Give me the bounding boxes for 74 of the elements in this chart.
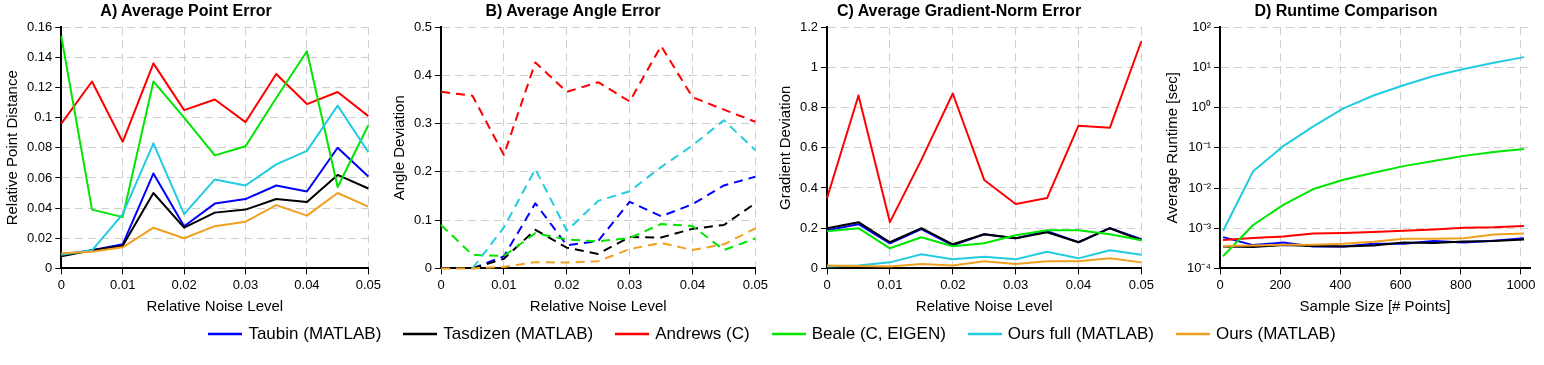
x-tick-label: 0.01	[110, 276, 136, 292]
x-tick-label: 0.05	[1129, 276, 1155, 292]
x-tick-label: 0.05	[742, 276, 768, 292]
line-series	[439, 223, 757, 257]
y-tick-label: 0.1	[34, 109, 53, 125]
x-tick-label: 0	[1216, 276, 1224, 292]
x-tick-label: 0.02	[553, 276, 580, 292]
y-tick-label: 1.2	[800, 18, 819, 34]
chart-title: A) Average Point Error	[100, 2, 272, 20]
chart-title: C) Average Gradient-Norm Error	[837, 2, 1082, 20]
y-tick-label: 0.1	[413, 211, 432, 227]
y-tick-label: 0.2	[413, 163, 432, 179]
y-axis-title: Relative Point Distance	[3, 70, 21, 226]
y-axis-title: Gradient Deviation	[776, 85, 794, 210]
legend-label: Taubin (MATLAB)	[248, 324, 382, 344]
x-tick-label: 0.03	[232, 276, 259, 292]
x-tick-label: 0	[437, 276, 445, 292]
y-axis-title: Angle Deviation	[389, 95, 407, 201]
y-tick-label: 10¹	[1192, 58, 1212, 74]
x-tick-label: 0	[57, 276, 65, 292]
y-tick-label: 10⁻⁴	[1186, 259, 1212, 275]
x-tick-label: 600	[1389, 276, 1412, 292]
y-tick-label: 0.6	[800, 139, 819, 155]
y-tick-label: 0.02	[26, 229, 53, 245]
y-tick-label: 0.4	[413, 67, 432, 83]
y-axis-title: Average Runtime [sec]	[1163, 72, 1181, 224]
y-tick-label: 0.3	[413, 115, 432, 131]
y-tick-label: 10²	[1192, 18, 1212, 34]
y-tick-label: 0.14	[26, 48, 53, 64]
line-series	[471, 119, 757, 270]
y-tick-label: 0.06	[26, 169, 53, 185]
legend-label: Andrews (C)	[655, 324, 750, 344]
y-tick-label: 0	[45, 259, 53, 275]
y-tick-label: 10⁻²	[1188, 179, 1212, 195]
y-tick-label: 0.08	[26, 139, 53, 155]
x-tick-label: 0.03	[616, 276, 642, 292]
x-tick-label: 200	[1269, 276, 1292, 292]
y-tick-label: 0.2	[800, 219, 819, 235]
x-axis-title: Sample Size [# Points]	[1299, 297, 1451, 315]
y-tick-label: 0.8	[800, 99, 819, 115]
y-tick-label: 0.04	[26, 199, 53, 215]
legend-label: Tasdizen (MATLAB)	[443, 324, 594, 344]
y-tick-label: 10⁻¹	[1188, 139, 1212, 155]
y-tick-label: 0.4	[800, 179, 819, 195]
x-axis-title: Relative Noise Level	[529, 297, 667, 315]
x-tick-label: 0.01	[490, 276, 517, 292]
x-tick-label: 0.04	[1066, 276, 1092, 292]
y-tick-label: 10⁻³	[1188, 219, 1212, 235]
x-tick-label: 0.02	[940, 276, 966, 292]
y-tick-label: 0.12	[26, 79, 53, 95]
x-tick-label: 0	[823, 276, 831, 292]
x-tick-label: 0.04	[294, 276, 320, 292]
x-axis-title: Relative Noise Level	[146, 297, 284, 315]
x-tick-label: 800	[1449, 276, 1472, 292]
x-tick-label: 0.03	[1003, 276, 1029, 292]
x-tick-label: 1000	[1506, 276, 1536, 292]
x-tick-label: 0.02	[171, 276, 197, 292]
y-tick-label: 0	[811, 259, 819, 275]
y-tick-label: 10⁰	[1191, 99, 1212, 115]
y-tick-label: 1	[811, 58, 819, 74]
legend-label: Ours full (MATLAB)	[1007, 324, 1154, 344]
y-tick-label: 0	[424, 259, 432, 275]
line-series	[439, 45, 757, 157]
y-tick-label: 0.16	[26, 18, 53, 34]
legend-label: Ours (MATLAB)	[1215, 324, 1336, 344]
x-tick-label: 0.01	[877, 276, 903, 292]
x-tick-label: 0.05	[355, 276, 382, 292]
x-axis-title: Relative Noise Level	[916, 297, 1053, 315]
chart-title: D) Runtime Comparison	[1254, 2, 1438, 20]
legend-label: Beale (C, EIGEN)	[811, 324, 946, 344]
y-tick-label: 0.5	[413, 18, 432, 34]
chart-title: B) Average Angle Error	[485, 2, 661, 20]
x-tick-label: 400	[1329, 276, 1352, 292]
x-tick-label: 0.04	[679, 276, 705, 292]
